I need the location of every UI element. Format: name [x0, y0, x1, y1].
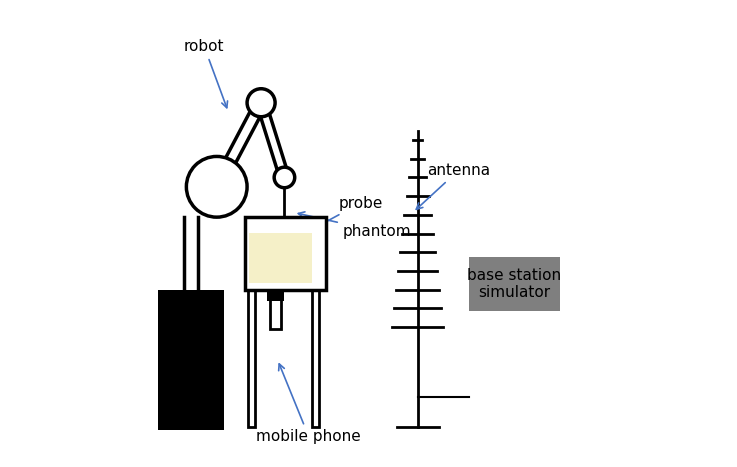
Bar — [267, 290, 284, 301]
Text: probe: probe — [296, 196, 383, 238]
Bar — [469, 257, 560, 311]
Text: robot: robot — [184, 39, 228, 108]
Bar — [245, 217, 326, 290]
Bar — [158, 290, 224, 430]
Text: antenna: antenna — [416, 163, 490, 209]
Bar — [248, 290, 256, 427]
Text: base station
simulator: base station simulator — [467, 268, 562, 300]
Text: phantom: phantom — [298, 212, 411, 239]
Circle shape — [274, 167, 295, 188]
Bar — [270, 290, 281, 329]
Text: mobile phone: mobile phone — [256, 364, 361, 444]
Circle shape — [186, 156, 247, 217]
Bar — [279, 226, 290, 262]
Bar — [249, 234, 312, 283]
Bar — [312, 290, 319, 427]
Circle shape — [247, 89, 275, 117]
